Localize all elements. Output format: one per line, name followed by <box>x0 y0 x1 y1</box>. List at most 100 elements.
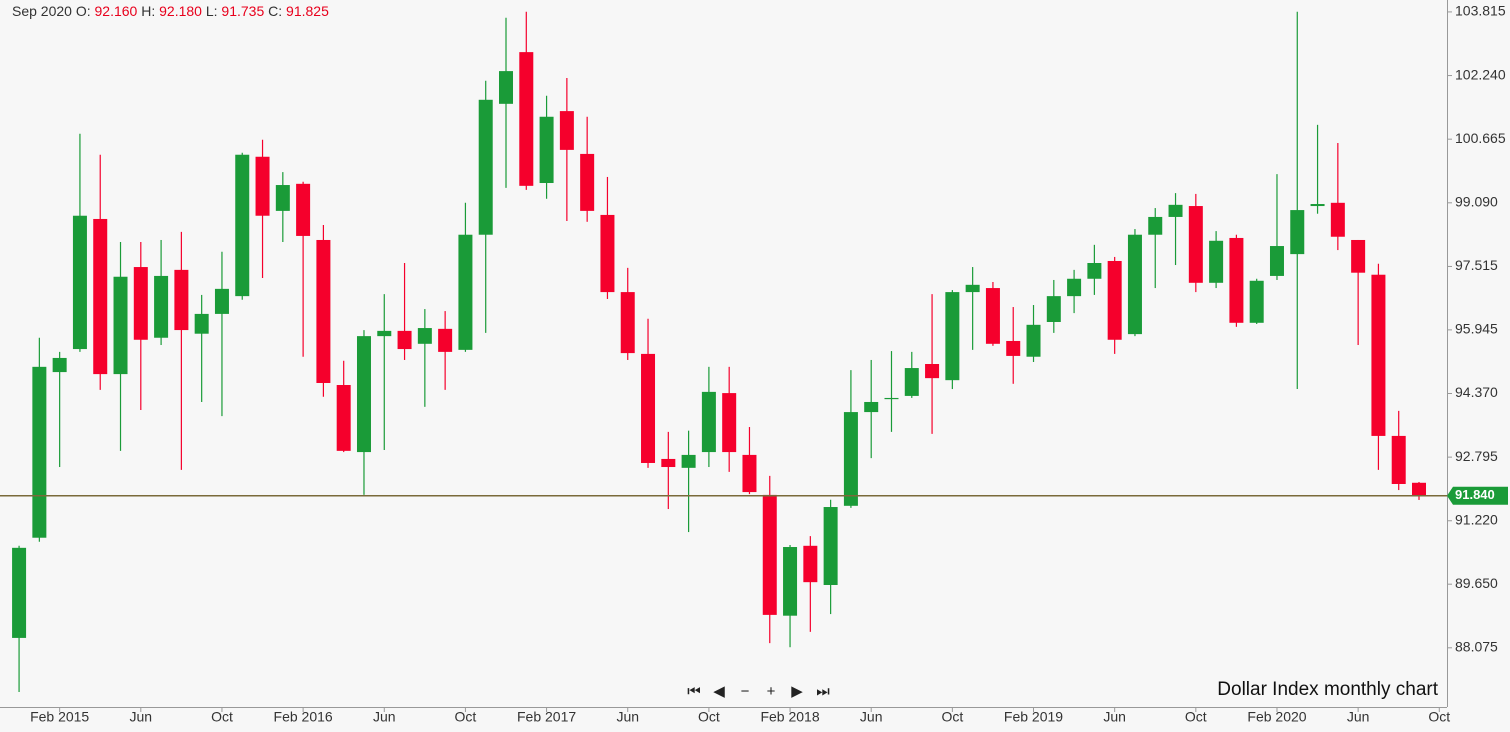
candle <box>1168 193 1183 266</box>
candle-body <box>255 156 270 216</box>
candle-body <box>580 153 595 211</box>
candle <box>397 263 412 360</box>
nav-controls: ⏮ ◀ − + ▶ ⏭ <box>687 683 830 700</box>
y-tick-label: 89.650 <box>1455 575 1498 591</box>
candle <box>701 366 716 468</box>
candle <box>945 290 960 390</box>
candle <box>580 116 595 222</box>
candle-body <box>356 336 371 453</box>
candle-body <box>1371 274 1386 436</box>
candle-body <box>397 330 412 350</box>
header-label: L: <box>206 3 218 19</box>
nav-prev[interactable]: ◀ <box>713 683 725 700</box>
y-tick-label: 99.090 <box>1455 194 1498 210</box>
candle <box>884 351 899 432</box>
candle <box>1269 174 1284 280</box>
candle-body <box>478 99 493 235</box>
nav-first[interactable]: ⏮ <box>687 683 701 700</box>
candle <box>478 80 493 333</box>
candle <box>1127 229 1142 337</box>
nav-zoom-out[interactable]: − <box>741 683 750 700</box>
candle-body <box>641 353 656 463</box>
candle-body <box>1269 246 1284 276</box>
candle <box>519 11 534 190</box>
x-tick-label: Feb 2016 <box>274 709 333 725</box>
candle-body <box>559 111 574 150</box>
candle <box>1351 239 1366 346</box>
candle-body <box>113 276 128 375</box>
candle <box>356 330 371 495</box>
candle <box>803 536 818 632</box>
candle-body <box>1330 202 1345 237</box>
candle-body <box>904 368 919 396</box>
candle <box>417 309 432 407</box>
y-tick-label: 100.665 <box>1455 130 1506 146</box>
x-tick-label: Oct <box>211 709 233 725</box>
candle-body <box>1168 204 1183 217</box>
y-tick-label: 91.220 <box>1455 511 1498 527</box>
header-label: O: <box>76 3 91 19</box>
candle-body <box>154 275 169 338</box>
candle-body <box>1351 239 1366 273</box>
candle-body <box>93 218 108 375</box>
candle-body <box>925 364 940 379</box>
header-label: C: <box>268 3 282 19</box>
candle-body <box>72 215 87 350</box>
candle-body <box>965 284 980 293</box>
candle-body <box>12 547 27 638</box>
candle-body <box>701 391 716 453</box>
candle <box>1310 124 1325 214</box>
header-value: 92.160 <box>95 3 138 19</box>
candle <box>12 545 27 693</box>
candle <box>32 337 47 542</box>
candle <box>93 154 108 390</box>
candle-body <box>742 454 757 493</box>
candle-body <box>1148 216 1163 235</box>
nav-next[interactable]: ▶ <box>791 683 803 700</box>
candle <box>458 202 473 352</box>
candle <box>1006 307 1021 384</box>
x-tick-label: Feb 2018 <box>760 709 819 725</box>
candle <box>925 294 940 434</box>
candle-body <box>32 366 47 538</box>
candle <box>174 231 189 470</box>
y-tick-label: 103.815 <box>1455 3 1506 19</box>
x-tick-label: Feb 2020 <box>1247 709 1306 725</box>
candle <box>133 241 148 411</box>
x-tick-label: Jun <box>130 709 153 725</box>
candle <box>72 133 87 352</box>
candle <box>1330 143 1345 251</box>
candle-body <box>133 267 148 340</box>
candle <box>235 152 250 300</box>
candle <box>620 267 635 360</box>
candle-body <box>1046 296 1061 322</box>
candle-body <box>661 458 676 468</box>
y-tick-label: 94.370 <box>1455 384 1498 400</box>
candle-body <box>519 52 534 186</box>
candle <box>154 239 169 346</box>
candle-body <box>316 239 331 383</box>
candle <box>1391 410 1406 491</box>
candle <box>641 318 656 468</box>
candle-body <box>722 393 737 453</box>
candle-body <box>945 292 960 381</box>
candle-body <box>803 545 818 583</box>
candle <box>1371 263 1386 470</box>
candle-body <box>417 328 432 344</box>
candle <box>1026 305 1041 362</box>
header-value: 91.735 <box>221 3 264 19</box>
nav-zoom-in[interactable]: + <box>767 683 776 700</box>
candle <box>1209 231 1224 289</box>
candle-body <box>214 288 229 314</box>
candle <box>1229 234 1244 327</box>
candle <box>1107 256 1122 354</box>
candle-body <box>600 214 615 293</box>
candle-body <box>336 385 351 451</box>
x-tick-label: Feb 2017 <box>517 709 576 725</box>
candle <box>823 499 838 615</box>
x-tick-label: Jun <box>1103 709 1126 725</box>
x-tick-label: Jun <box>616 709 639 725</box>
candle-body <box>1127 234 1142 335</box>
nav-last[interactable]: ⏭ <box>816 683 830 700</box>
